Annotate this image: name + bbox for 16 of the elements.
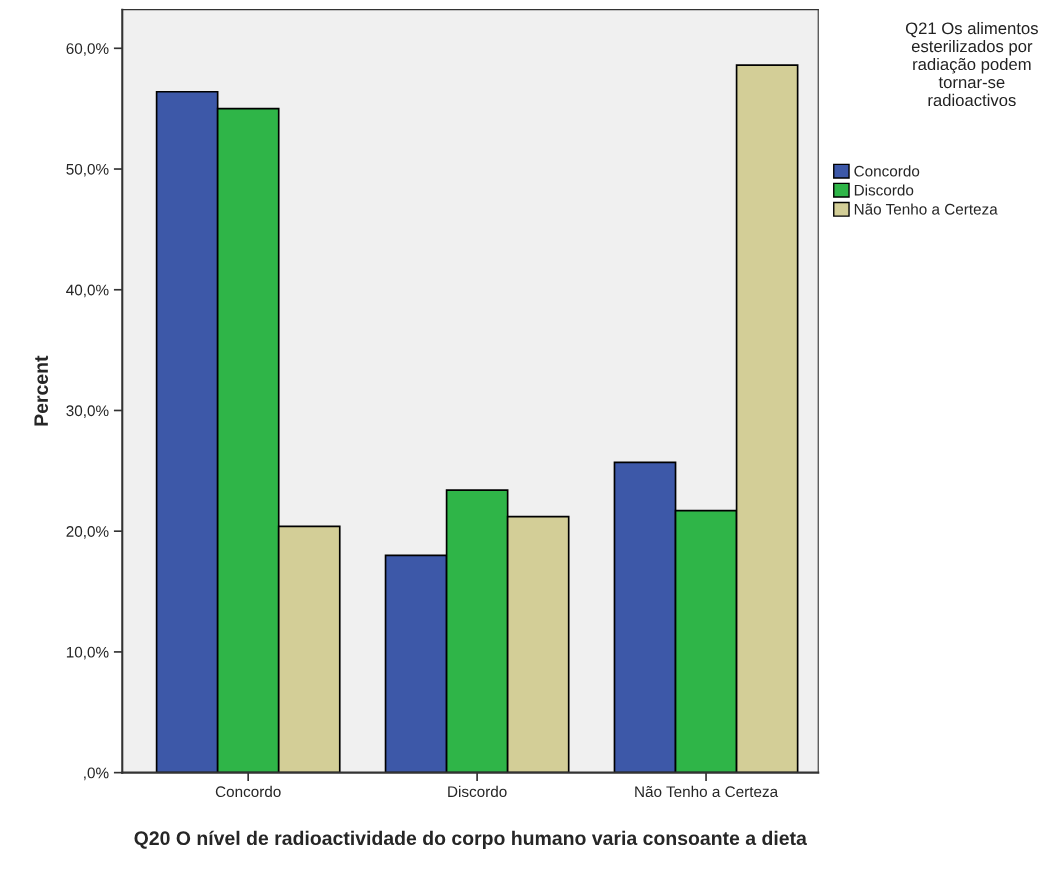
y-tick-label: 60,0% xyxy=(66,43,109,56)
y-tick-label: 50,0% xyxy=(66,163,109,177)
x-axis-title: Q20 O nível de radioactividade do corpo humano varia consoante a dieta xyxy=(134,830,807,849)
legend-label: Não Tenho a Certeza xyxy=(854,203,998,215)
x-tick-label: Discordo xyxy=(448,785,507,798)
y-tick-label: 30,0% xyxy=(66,405,109,418)
legend-label: Discordo xyxy=(854,184,914,196)
legend-title: Q21 Os alimentos esterilizados por radiação podem tornar-se radioactivos xyxy=(905,21,1038,107)
y-tick-label: 20,0% xyxy=(66,526,109,539)
y-tick-label: 10,0% xyxy=(66,646,109,660)
x-tick-label: Concordo xyxy=(215,785,281,798)
legend-label: Concordo xyxy=(854,165,920,177)
y-tick-label: 40,0% xyxy=(66,284,109,298)
y-axis-title: Percent xyxy=(34,355,49,426)
x-tick-label: Não Tenho a Certeza xyxy=(635,785,779,798)
y-tick-label: ,0% xyxy=(84,767,109,781)
